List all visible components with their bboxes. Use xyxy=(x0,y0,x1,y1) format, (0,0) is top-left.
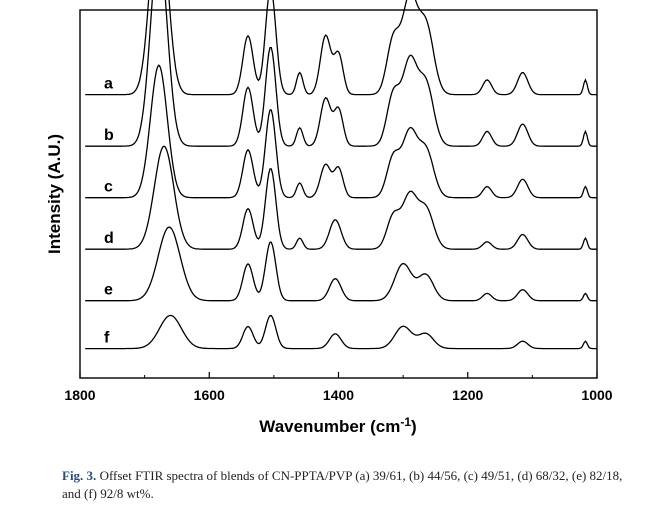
curve-labels: a b c d e f xyxy=(104,76,114,347)
x-axis-ticks: 1800 1600 1400 1200 1000 xyxy=(64,372,613,403)
x-axis-title-text: Wavenumber (cm xyxy=(259,417,400,436)
caption-text: Offset FTIR spectra of blends of CN-PPTA… xyxy=(62,468,623,501)
spectra-curves xyxy=(85,0,597,350)
figure-caption: Fig. 3. Offset FTIR spectra of blends of… xyxy=(62,467,642,503)
curve-label-c: c xyxy=(104,179,113,196)
plot-area: a b c d e f 1800 1600 1400 1200 1000 xyxy=(64,0,613,403)
y-axis-title: Intensity (A.U.) xyxy=(45,134,64,254)
spectrum-line-c xyxy=(85,64,597,199)
curve-label-a: a xyxy=(104,76,113,93)
x-axis-title: Wavenumber (cm-1) xyxy=(259,415,416,436)
curve-label-f: f xyxy=(104,330,110,347)
spectrum-line-d xyxy=(85,145,597,250)
x-tick-label: 1600 xyxy=(194,387,225,403)
plot-frame xyxy=(79,9,598,379)
x-axis-title-superscript: -1 xyxy=(400,415,411,429)
spectrum-line-f xyxy=(85,314,597,350)
x-axis-title-suffix: ) xyxy=(411,417,417,436)
ftir-chart: a b c d e f 1800 1600 1400 1200 1000 Wavenumber (… xyxy=(45,0,613,436)
spectrum-line-b xyxy=(85,0,597,147)
x-tick-label: 1200 xyxy=(452,387,483,403)
curve-label-b: b xyxy=(104,127,114,144)
curve-label-e: e xyxy=(104,282,113,299)
curve-label-d: d xyxy=(104,230,114,247)
x-tick-label: 1800 xyxy=(64,387,95,403)
x-tick-label: 1000 xyxy=(581,387,612,403)
caption-label: Fig. 3. xyxy=(62,468,97,483)
spectrum-line-a xyxy=(85,0,597,96)
spectrum-line-e xyxy=(85,226,597,302)
x-tick-label: 1400 xyxy=(323,387,354,403)
